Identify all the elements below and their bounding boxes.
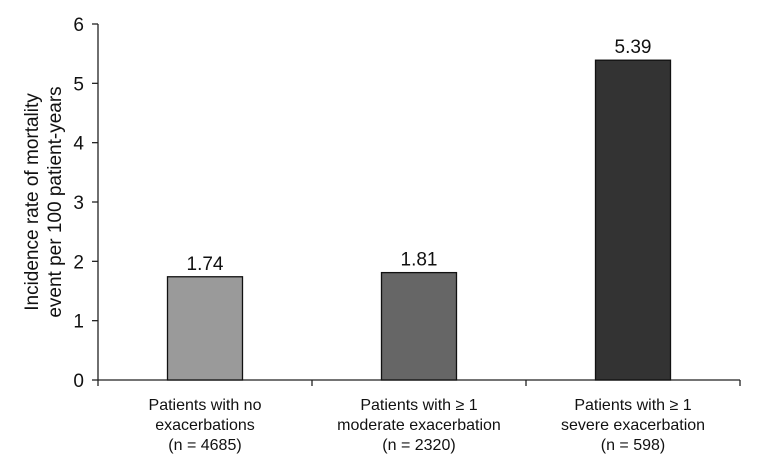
bars [166,59,672,381]
y-tick-label: 0 [73,371,84,392]
bar-1 [166,276,244,381]
bar-2 [380,271,458,381]
y-tick-label: 4 [73,134,84,155]
y-tick-label: 2 [73,252,84,273]
bar-value-label: 1.74 [187,254,224,275]
category-labels: Patients with no exacerbations (n = 4685) P… [149,397,706,454]
x-category-label: Patients with ≥ 1 moderate exacerbation (n… [337,397,501,454]
y-tick-label: 1 [73,312,84,333]
x-category-label: Patients with ≥ 1 severe exacerbation (n =… [561,397,705,454]
data-labels: 1.74 1.81 5.39 [187,37,652,275]
y-axis-title: Incidence rate of mortality event per 100… [22,86,66,317]
bar-value-label: 5.39 [615,37,652,58]
y-axis-ticks: 0 1 2 3 4 5 6 [73,15,98,392]
y-tick-label: 5 [73,74,84,95]
bar-value-label: 1.81 [401,250,438,271]
x-category-label: Patients with no exacerbations (n = 4685) [149,397,262,454]
y-axis-label: Incidence rate of mortality event per 100… [22,86,66,317]
y-tick-label: 6 [73,15,84,36]
bar-3 [594,59,672,381]
y-tick-label: 3 [73,193,84,214]
